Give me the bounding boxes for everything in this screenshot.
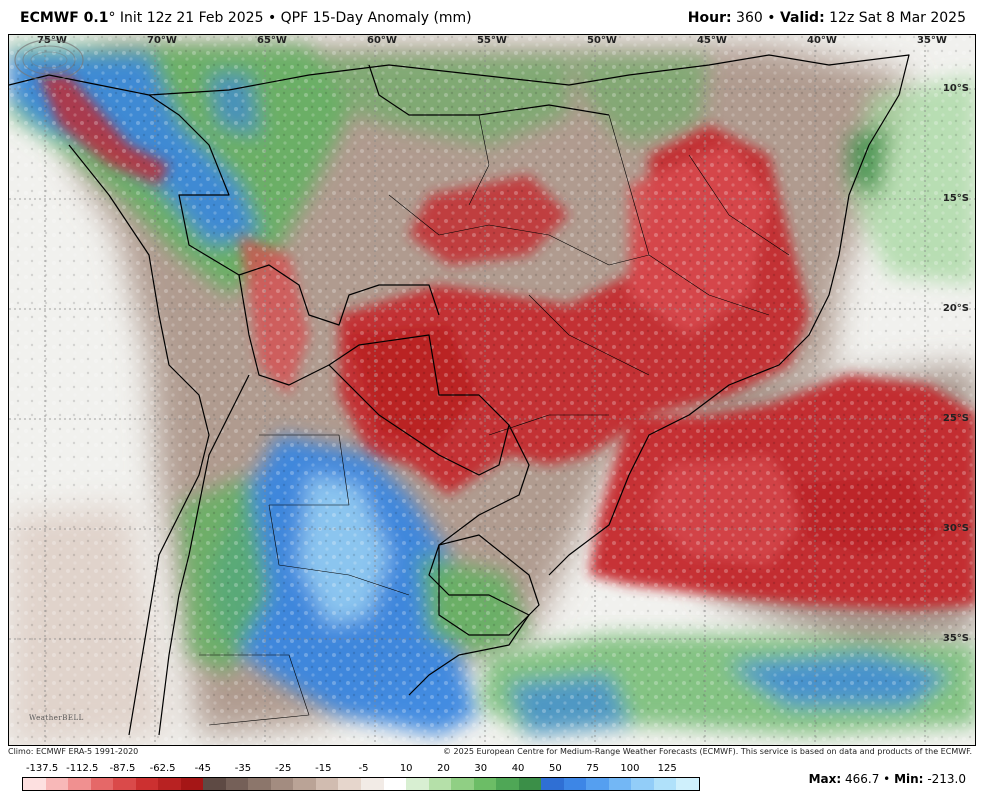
lat-label-10s: 10°S [942, 83, 969, 94]
legend-label: -45 [194, 763, 211, 774]
legend-swatch [676, 778, 699, 790]
legend-label: 125 [657, 763, 677, 774]
legend-swatch [496, 778, 519, 790]
legend-swatch [248, 778, 271, 790]
texture-overlay [9, 35, 975, 745]
legend-label: 30 [474, 763, 488, 774]
legend-swatch [608, 778, 632, 790]
legend-label: 75 [586, 763, 600, 774]
legend-swatch [180, 778, 204, 790]
lon-label-40w: 40°W [807, 35, 837, 46]
hour-value: 360 [736, 10, 763, 26]
product-name: QPF 15-Day Anomaly (mm) [280, 10, 472, 26]
legend-swatch [360, 778, 384, 790]
max-min-readout: Max: 466.7 • Min: -213.0 [809, 772, 966, 786]
lon-label-45w: 45°W [697, 35, 727, 46]
max-label: Max: [808, 772, 842, 786]
lat-label-35s: 35°S [942, 633, 969, 644]
legend-swatch [158, 778, 181, 790]
hour-label: Hour: [687, 10, 732, 26]
legend-label: 10 [399, 763, 413, 774]
legend-swatch [45, 778, 69, 790]
legend-swatch [203, 778, 226, 790]
legend-label: -5 [358, 763, 369, 774]
legend-swatch [451, 778, 474, 790]
legend-swatch [406, 778, 429, 790]
copyright-note: © 2025 European Centre for Medium-Range … [443, 747, 972, 756]
lon-label-60w: 60°W [367, 35, 397, 46]
legend-swatch [563, 778, 587, 790]
lat-label-30s: 30°S [942, 523, 969, 534]
color-legend [22, 777, 700, 791]
legend-swatch [270, 778, 294, 790]
max-value: 466.7 [844, 772, 880, 786]
valid-time-header: Hour: 360 • Valid: 12z Sat 8 Mar 2025 [688, 10, 966, 26]
legend-swatch [23, 778, 46, 790]
lon-label-35w: 35°W [917, 35, 947, 46]
legend-label: -35 [234, 763, 252, 774]
legend-swatch [90, 778, 114, 790]
legend-label: -137.5 [25, 763, 59, 774]
map-title: ECMWF 0.1° Init 12z 21 Feb 2025 • QPF 15… [20, 10, 472, 26]
lon-label-70w: 70°W [147, 35, 177, 46]
legend-swatch [135, 778, 159, 790]
model-name: ECMWF 0.1 [20, 10, 109, 26]
legend-label: 100 [620, 763, 640, 774]
legend-label: 20 [437, 763, 450, 774]
legend-swatch [68, 778, 91, 790]
legend-swatch [653, 778, 677, 790]
legend-swatch [338, 778, 361, 790]
country-borders [9, 54, 910, 736]
logo-text: WeatherBELL [29, 714, 84, 722]
weatherbell-logo [14, 39, 84, 81]
anomaly-map: 75°W 70°W 65°W 60°W 55°W 50°W 45°W 40°W … [8, 34, 976, 746]
degree-symbol: ° [108, 10, 116, 26]
valid-label: Valid: [779, 10, 825, 26]
valid-bullet: • [767, 10, 776, 26]
lat-label-15s: 15°S [942, 193, 969, 204]
min-value: -213.0 [927, 772, 966, 786]
map-canvas [9, 35, 975, 745]
legend-swatch [225, 778, 249, 790]
graticule [9, 35, 975, 745]
init-time: Init 12z 21 Feb 2025 [119, 10, 264, 26]
legend-swatch [428, 778, 452, 790]
maxmin-bullet: • [883, 772, 891, 786]
title-bullet: • [267, 10, 277, 26]
lat-label-25s: 25°S [942, 413, 969, 424]
legend-labels: -137.5 -112.5 -87.5 -62.5 -45 -35 -25 -15 -5 10 20… [22, 763, 700, 775]
min-label: Min: [894, 772, 924, 786]
legend-swatch [518, 778, 542, 790]
lon-label-65w: 65°W [257, 35, 287, 46]
legend-swatch [293, 778, 316, 790]
legend-label: -25 [274, 763, 292, 774]
legend-swatch [315, 778, 339, 790]
legend-label: -62.5 [149, 763, 176, 774]
valid-value: 12z Sat 8 Mar 2025 [829, 10, 966, 26]
climo-note: Climo: ECMWF ERA-5 1991-2020 [8, 747, 139, 756]
legend-swatch [383, 778, 407, 790]
legend-label: -87.5 [109, 763, 136, 774]
legend-label: -112.5 [66, 763, 99, 774]
legend-label: 40 [511, 763, 525, 774]
legend-swatch [631, 778, 654, 790]
lon-label-55w: 55°W [477, 35, 507, 46]
legend-swatch [586, 778, 609, 790]
legend-swatch [541, 778, 564, 790]
legend-swatch [473, 778, 497, 790]
lat-label-20s: 20°S [942, 303, 969, 314]
legend-label: 50 [548, 763, 562, 774]
legend-label: -15 [315, 763, 332, 774]
legend-swatch [113, 778, 136, 790]
lon-label-50w: 50°W [587, 35, 617, 46]
